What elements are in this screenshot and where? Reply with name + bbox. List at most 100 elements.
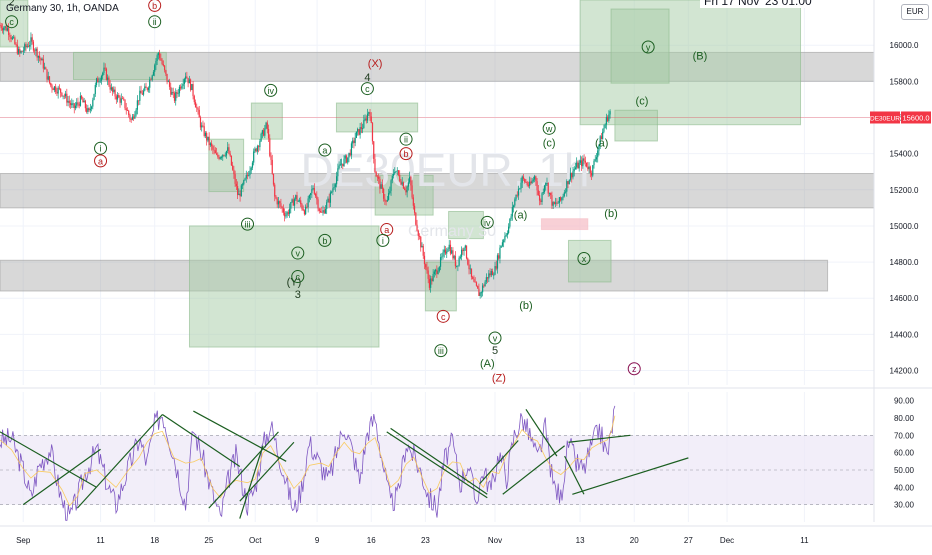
candle-body	[569, 172, 572, 180]
candle-body	[515, 194, 517, 200]
candle-body	[86, 108, 88, 112]
candle-body	[384, 198, 386, 202]
candle-body	[150, 79, 152, 81]
candle-body	[81, 95, 83, 99]
candle-body	[84, 100, 86, 109]
candle-body	[409, 176, 411, 183]
candle-body	[120, 98, 122, 103]
candle-body	[165, 70, 167, 74]
candle-body	[435, 269, 437, 272]
candle-body	[161, 60, 163, 65]
zone-pink	[540, 218, 589, 231]
wave-label-circle	[360, 82, 374, 96]
candle-body	[508, 226, 510, 234]
rsi-tick-label: 30.00	[894, 501, 915, 510]
candle-body	[90, 106, 93, 109]
candle-body	[227, 147, 229, 151]
wave-label: iv	[484, 218, 491, 228]
price-tick-label: 14400.0	[890, 330, 919, 339]
candle-body	[577, 162, 579, 169]
time-tick-label: 9	[315, 536, 320, 545]
candle-body	[259, 141, 261, 148]
candle-body	[529, 181, 531, 186]
candle-body	[327, 198, 329, 203]
candle-body	[389, 190, 391, 194]
candle-body	[256, 146, 259, 152]
rsi-trendline	[0, 431, 97, 488]
candle-body	[260, 133, 262, 142]
candle-body	[308, 195, 310, 199]
candle-body	[572, 171, 574, 178]
candle-body	[484, 281, 486, 287]
candle-body	[510, 216, 512, 219]
candle-body	[189, 79, 192, 91]
candle-body	[433, 271, 435, 275]
candle-body	[464, 245, 466, 248]
candle-body	[550, 192, 552, 196]
candle-body	[522, 176, 525, 179]
rsi-tick-label: 90.00	[894, 397, 915, 406]
candle-body	[196, 107, 198, 109]
candle-body	[394, 171, 396, 174]
candle-body	[574, 167, 577, 169]
candle-body	[37, 55, 39, 58]
candle-body	[145, 86, 147, 88]
candle-body	[319, 210, 322, 212]
wave-label: v	[493, 334, 498, 344]
candle-body	[235, 183, 237, 187]
candle-body	[448, 244, 450, 249]
candle-body	[232, 165, 234, 170]
candle-body	[609, 111, 611, 115]
candle-body	[469, 268, 471, 270]
wave-label-circle	[488, 331, 502, 345]
candle-body	[456, 265, 458, 267]
candle-body	[477, 285, 479, 289]
candle-body	[321, 211, 323, 213]
wave-label: a	[98, 156, 103, 166]
wave-label: i	[100, 144, 102, 154]
candle-body	[98, 81, 100, 83]
candle-body	[436, 269, 438, 274]
candle-body	[15, 44, 17, 45]
zone-green	[610, 8, 670, 84]
candle-body	[540, 200, 542, 202]
candle-body	[342, 163, 344, 167]
candle-body	[274, 184, 276, 197]
rsi-trendline	[386, 431, 488, 499]
candle-body	[67, 100, 69, 103]
candle-body	[116, 95, 119, 100]
rsi-trendline	[193, 410, 287, 462]
candle-body	[3, 27, 5, 31]
candle-body	[349, 152, 351, 156]
rsi-trendline	[239, 445, 264, 519]
candle-body	[391, 175, 393, 181]
candle-body	[217, 154, 219, 157]
rsi-trendline	[22, 448, 101, 506]
candle-body	[483, 285, 485, 287]
candle-body	[131, 116, 134, 120]
wave-label-circle	[627, 362, 641, 376]
candle-body	[193, 96, 195, 103]
candle-body	[422, 245, 424, 256]
candle-body	[387, 193, 390, 200]
price-badge-symbol	[870, 111, 900, 124]
candle-body	[13, 37, 15, 39]
candle-body	[344, 155, 346, 159]
time-tick-label: Dec	[720, 536, 734, 545]
candle-body	[567, 181, 569, 185]
candle-body	[500, 245, 502, 248]
candle-body	[604, 124, 606, 129]
candle-body	[525, 182, 527, 183]
currency-button[interactable]: EUR	[901, 4, 929, 20]
candle-body	[1, 28, 4, 31]
candle-body	[109, 85, 111, 90]
candle-body	[134, 114, 136, 119]
time-tick-label: 13	[576, 536, 585, 545]
candle-body	[542, 192, 544, 194]
candle-body	[453, 255, 455, 259]
candle-body	[25, 44, 27, 48]
candle-body	[390, 180, 392, 191]
candle-body	[266, 122, 268, 129]
